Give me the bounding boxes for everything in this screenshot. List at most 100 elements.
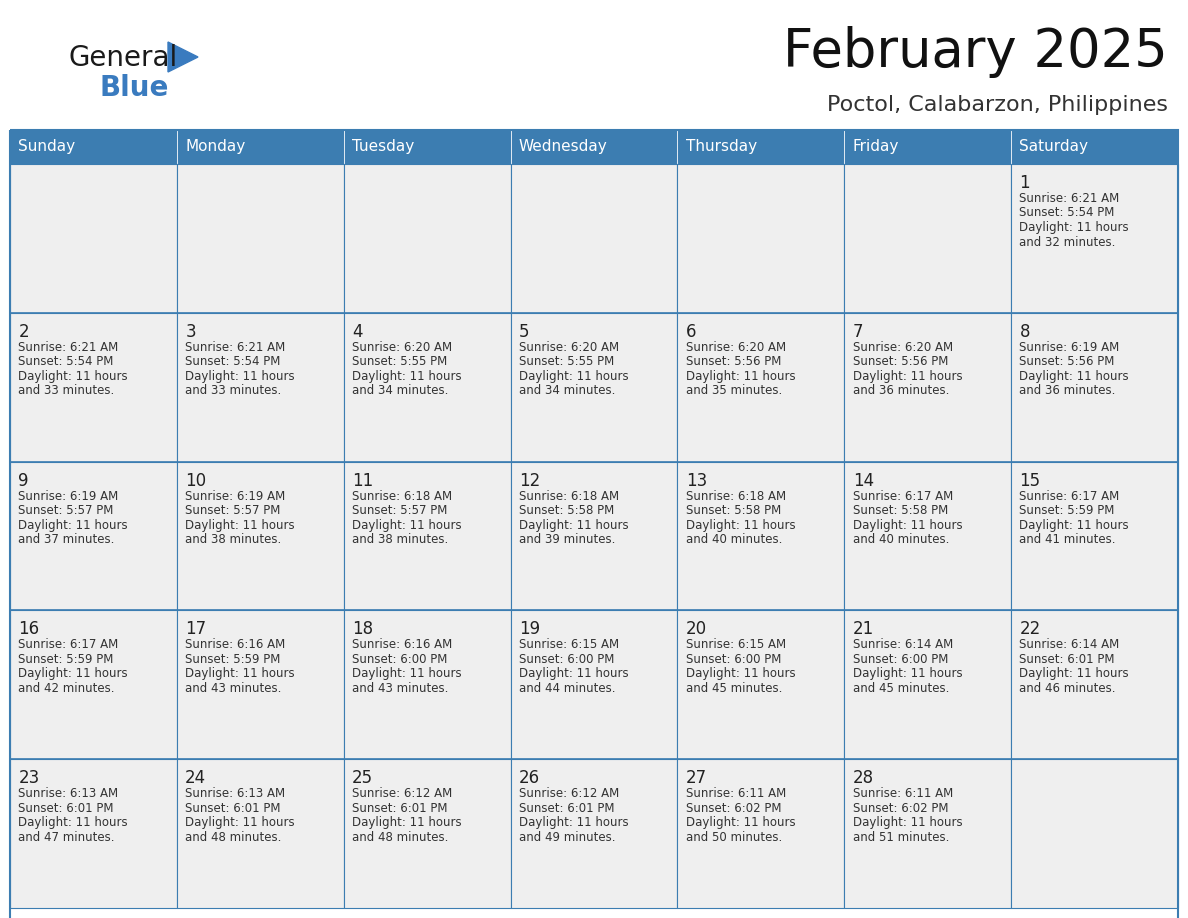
Text: Sunrise: 6:14 AM: Sunrise: 6:14 AM — [853, 638, 953, 652]
Text: 15: 15 — [1019, 472, 1041, 489]
Text: Sunrise: 6:19 AM: Sunrise: 6:19 AM — [18, 489, 119, 502]
Bar — [511, 462, 677, 610]
Bar — [677, 130, 845, 164]
Bar — [177, 759, 343, 908]
Text: 7: 7 — [853, 323, 864, 341]
Text: Sunrise: 6:17 AM: Sunrise: 6:17 AM — [1019, 489, 1120, 502]
Text: Friday: Friday — [853, 140, 899, 154]
Bar — [1011, 462, 1178, 610]
Text: 21: 21 — [853, 621, 874, 638]
Bar — [343, 313, 511, 462]
Text: Daylight: 11 hours: Daylight: 11 hours — [352, 370, 462, 383]
Text: Sunrise: 6:18 AM: Sunrise: 6:18 AM — [352, 489, 453, 502]
Text: Sunrise: 6:18 AM: Sunrise: 6:18 AM — [685, 489, 786, 502]
Text: Sunset: 5:55 PM: Sunset: 5:55 PM — [519, 355, 614, 368]
Text: Sunset: 5:58 PM: Sunset: 5:58 PM — [685, 504, 781, 517]
Text: Sunset: 5:54 PM: Sunset: 5:54 PM — [18, 355, 114, 368]
Text: 12: 12 — [519, 472, 541, 489]
Text: and 48 minutes.: and 48 minutes. — [352, 831, 448, 844]
Bar — [177, 462, 343, 610]
Text: and 34 minutes.: and 34 minutes. — [352, 385, 448, 397]
Bar — [343, 164, 511, 313]
Text: Sunset: 6:00 PM: Sunset: 6:00 PM — [685, 653, 782, 666]
Text: Sunset: 5:59 PM: Sunset: 5:59 PM — [185, 653, 280, 666]
Text: 13: 13 — [685, 472, 707, 489]
Bar — [343, 462, 511, 610]
Bar — [177, 610, 343, 759]
Text: Sunday: Sunday — [18, 140, 76, 154]
Text: Daylight: 11 hours: Daylight: 11 hours — [519, 667, 628, 680]
Bar — [1011, 130, 1178, 164]
Text: and 45 minutes.: and 45 minutes. — [853, 682, 949, 695]
Bar — [677, 164, 845, 313]
Bar — [511, 610, 677, 759]
Text: 27: 27 — [685, 769, 707, 788]
Bar — [10, 462, 177, 610]
Bar — [845, 164, 1011, 313]
Text: Sunrise: 6:13 AM: Sunrise: 6:13 AM — [185, 788, 285, 800]
Text: Sunrise: 6:19 AM: Sunrise: 6:19 AM — [1019, 341, 1120, 353]
Text: 26: 26 — [519, 769, 541, 788]
Text: 10: 10 — [185, 472, 207, 489]
Text: Sunrise: 6:20 AM: Sunrise: 6:20 AM — [519, 341, 619, 353]
Text: 5: 5 — [519, 323, 530, 341]
Bar — [1011, 759, 1178, 908]
Text: Daylight: 11 hours: Daylight: 11 hours — [1019, 519, 1129, 532]
Text: February 2025: February 2025 — [783, 26, 1168, 78]
Text: and 50 minutes.: and 50 minutes. — [685, 831, 782, 844]
Text: Daylight: 11 hours: Daylight: 11 hours — [352, 667, 462, 680]
Bar — [845, 759, 1011, 908]
Text: Daylight: 11 hours: Daylight: 11 hours — [1019, 667, 1129, 680]
Text: Daylight: 11 hours: Daylight: 11 hours — [1019, 370, 1129, 383]
Text: 8: 8 — [1019, 323, 1030, 341]
Text: Sunset: 5:58 PM: Sunset: 5:58 PM — [853, 504, 948, 517]
Bar — [845, 130, 1011, 164]
Text: Sunrise: 6:17 AM: Sunrise: 6:17 AM — [853, 489, 953, 502]
Text: and 36 minutes.: and 36 minutes. — [1019, 385, 1116, 397]
Text: and 44 minutes.: and 44 minutes. — [519, 682, 615, 695]
Text: and 42 minutes.: and 42 minutes. — [18, 682, 115, 695]
Text: Sunset: 5:56 PM: Sunset: 5:56 PM — [685, 355, 782, 368]
Text: and 43 minutes.: and 43 minutes. — [352, 682, 448, 695]
Text: Sunset: 6:01 PM: Sunset: 6:01 PM — [1019, 653, 1116, 666]
Text: Sunrise: 6:17 AM: Sunrise: 6:17 AM — [18, 638, 119, 652]
Text: Sunset: 5:54 PM: Sunset: 5:54 PM — [1019, 207, 1114, 219]
Text: Sunset: 5:56 PM: Sunset: 5:56 PM — [1019, 355, 1114, 368]
Text: Daylight: 11 hours: Daylight: 11 hours — [685, 816, 796, 829]
Text: 1: 1 — [1019, 174, 1030, 192]
Bar — [511, 130, 677, 164]
Text: and 43 minutes.: and 43 minutes. — [185, 682, 282, 695]
Text: and 39 minutes.: and 39 minutes. — [519, 533, 615, 546]
Text: and 48 minutes.: and 48 minutes. — [185, 831, 282, 844]
Text: and 41 minutes.: and 41 minutes. — [1019, 533, 1116, 546]
Text: Sunrise: 6:13 AM: Sunrise: 6:13 AM — [18, 788, 119, 800]
Bar — [511, 759, 677, 908]
Text: Sunrise: 6:20 AM: Sunrise: 6:20 AM — [352, 341, 453, 353]
Bar — [177, 164, 343, 313]
Text: 20: 20 — [685, 621, 707, 638]
Text: Saturday: Saturday — [1019, 140, 1088, 154]
Text: and 49 minutes.: and 49 minutes. — [519, 831, 615, 844]
Text: and 47 minutes.: and 47 minutes. — [18, 831, 115, 844]
Text: and 40 minutes.: and 40 minutes. — [685, 533, 782, 546]
Text: 3: 3 — [185, 323, 196, 341]
Text: 22: 22 — [1019, 621, 1041, 638]
Text: Daylight: 11 hours: Daylight: 11 hours — [185, 816, 295, 829]
Text: Sunrise: 6:18 AM: Sunrise: 6:18 AM — [519, 489, 619, 502]
Text: Sunrise: 6:20 AM: Sunrise: 6:20 AM — [853, 341, 953, 353]
Text: and 36 minutes.: and 36 minutes. — [853, 385, 949, 397]
Text: Daylight: 11 hours: Daylight: 11 hours — [185, 519, 295, 532]
Text: Daylight: 11 hours: Daylight: 11 hours — [853, 519, 962, 532]
Text: Sunrise: 6:21 AM: Sunrise: 6:21 AM — [185, 341, 285, 353]
Bar — [677, 759, 845, 908]
Text: Sunset: 6:01 PM: Sunset: 6:01 PM — [18, 801, 114, 814]
Text: Blue: Blue — [100, 74, 170, 102]
Bar — [845, 610, 1011, 759]
Text: 11: 11 — [352, 472, 373, 489]
Text: and 35 minutes.: and 35 minutes. — [685, 385, 782, 397]
Text: and 32 minutes.: and 32 minutes. — [1019, 236, 1116, 249]
Text: Daylight: 11 hours: Daylight: 11 hours — [685, 667, 796, 680]
Text: and 38 minutes.: and 38 minutes. — [185, 533, 282, 546]
Text: Daylight: 11 hours: Daylight: 11 hours — [519, 519, 628, 532]
Bar — [677, 610, 845, 759]
